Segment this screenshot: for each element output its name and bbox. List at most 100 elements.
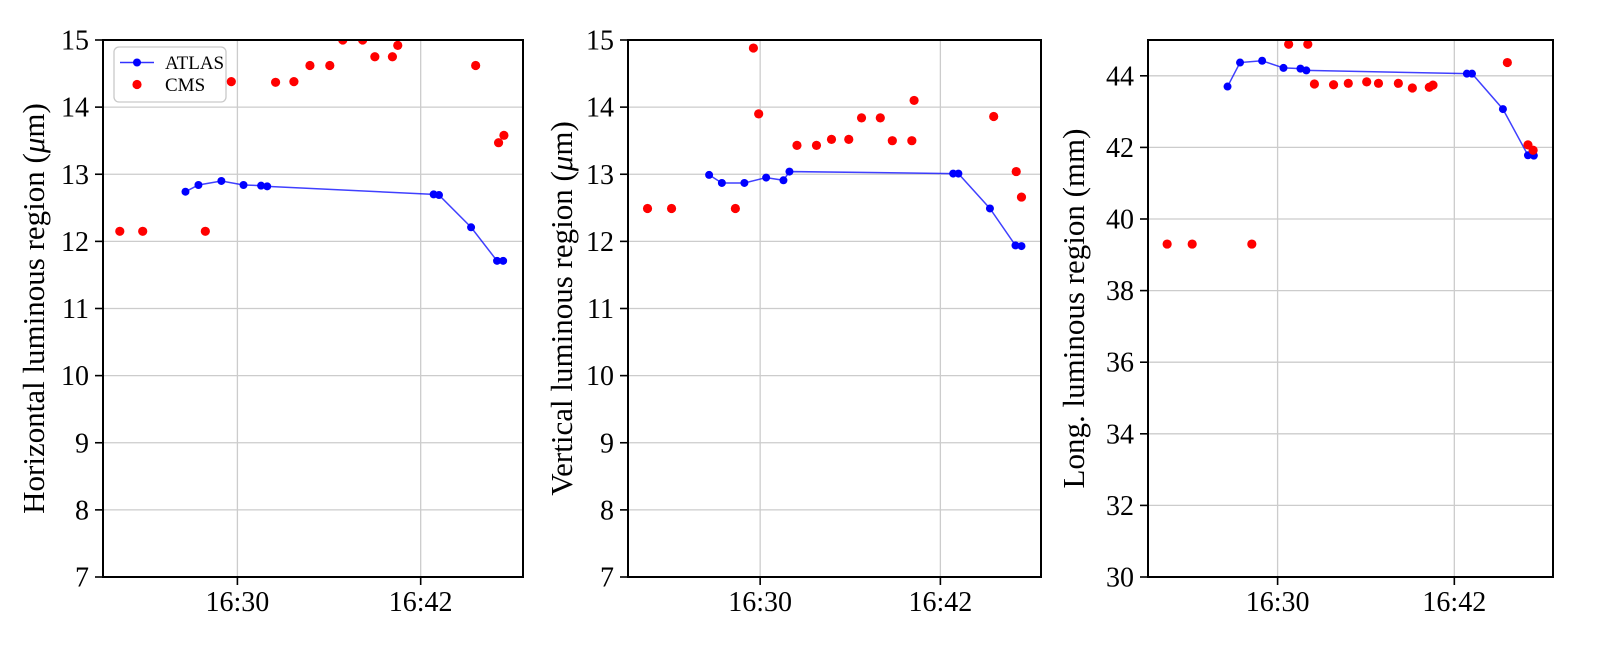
cms-point <box>875 113 885 123</box>
x-tick-label: 16:42 <box>908 587 972 618</box>
cms-point <box>499 130 509 140</box>
y-tick-label: 11 <box>62 294 89 325</box>
y-tick-label: 9 <box>600 428 614 459</box>
cms-point <box>844 134 854 144</box>
atlas-point <box>1498 105 1507 114</box>
y-tick-label: 40 <box>1106 205 1134 236</box>
cms-point <box>226 77 236 87</box>
cms-point <box>907 136 917 146</box>
cms-point <box>1303 40 1313 49</box>
y-axis-label: Vertical luminous region (μm) <box>544 121 579 496</box>
cms-point <box>909 95 919 106</box>
cms-point <box>1407 83 1417 93</box>
atlas-point <box>493 256 502 265</box>
atlas-point <box>985 204 994 213</box>
cms-point <box>115 226 125 236</box>
legend-cms-marker <box>132 79 142 90</box>
atlas-point <box>1468 69 1476 78</box>
y-tick-label: 14 <box>586 93 614 124</box>
cms-point <box>138 226 148 236</box>
y-tick-label: 34 <box>1106 419 1134 450</box>
cms-point <box>1428 80 1438 90</box>
atlas-point <box>1223 82 1232 91</box>
cms-point <box>270 77 281 87</box>
x-tick-label: 16:42 <box>1422 587 1486 618</box>
cms-point <box>887 136 897 146</box>
atlas-point <box>467 223 476 232</box>
x-tick-label: 16:30 <box>728 587 792 618</box>
atlas-point <box>740 178 749 187</box>
cms-point <box>1328 80 1339 90</box>
cms-point <box>1247 239 1257 249</box>
cms-point <box>730 203 740 214</box>
cms-point <box>811 140 822 150</box>
y-tick-label: 30 <box>1106 563 1134 594</box>
atlas-point <box>705 170 714 179</box>
cms-point <box>358 40 368 45</box>
legend-label: ATLAS <box>165 53 224 74</box>
atlas-line <box>1226 60 1534 157</box>
cms-point <box>1284 40 1294 49</box>
cms-point <box>387 52 398 62</box>
y-tick-label: 8 <box>600 495 614 526</box>
y-tick-label: 13 <box>61 160 89 191</box>
cms-point <box>338 40 348 45</box>
legend-label: CMS <box>165 75 205 96</box>
cms-point <box>642 203 653 214</box>
atlas-line <box>708 170 1022 247</box>
data-area <box>642 43 1027 251</box>
y-tick-label: 7 <box>600 563 614 594</box>
cms-point <box>1362 77 1372 87</box>
atlas-point <box>1279 63 1288 72</box>
cms-point <box>792 140 802 150</box>
atlas-point <box>239 180 248 189</box>
cms-point <box>856 113 867 123</box>
atlas-point <box>779 176 788 185</box>
y-tick-label: 15 <box>61 26 89 57</box>
atlas-point <box>181 187 190 196</box>
legend-atlas-marker <box>133 58 141 67</box>
cms-point <box>493 138 504 148</box>
atlas-point <box>263 182 272 191</box>
cms-point <box>1011 166 1021 177</box>
atlas-point <box>1017 242 1026 251</box>
cms-point <box>1162 239 1172 249</box>
y-axis-label: Long. luminous region (mm) <box>1056 129 1091 489</box>
panel-1: 7 8 9 10 11 12 13 14 15 16:30 16:42 Vertical lumino… <box>544 26 1042 618</box>
cms-point <box>1393 78 1403 88</box>
cms-point <box>305 60 315 71</box>
cms-point <box>1373 78 1384 88</box>
y-tick-label: 12 <box>586 227 614 258</box>
y-tick-label: 8 <box>75 495 89 526</box>
y-tick-label: 32 <box>1106 491 1134 522</box>
atlas-point <box>217 176 226 185</box>
cms-point <box>200 226 210 236</box>
atlas-point <box>1011 241 1020 250</box>
y-tick-label: 7 <box>75 563 89 594</box>
y-tick-label: 42 <box>1106 133 1134 164</box>
cms-point <box>370 52 380 62</box>
y-tick-label: 12 <box>61 227 89 258</box>
cms-point <box>325 60 335 71</box>
atlas-point <box>499 256 508 265</box>
y-axis-label: Horizontal luminous region (μm) <box>16 103 51 514</box>
atlas-point <box>785 167 794 176</box>
cms-point <box>393 40 403 50</box>
data-area <box>1162 40 1538 249</box>
atlas-point <box>762 173 771 182</box>
y-tick-label: 36 <box>1106 348 1134 379</box>
panel-2: 30 32 34 36 38 40 42 44 16:30 16:42 Long. luminous… <box>1056 39 1554 618</box>
atlas-point <box>1302 66 1311 75</box>
y-tick-label: 14 <box>61 93 89 124</box>
legend-box <box>113 46 227 103</box>
y-tick-label: 13 <box>586 160 614 191</box>
atlas-point <box>954 169 963 178</box>
y-tick-label: 11 <box>587 294 614 325</box>
x-tick-label: 16:30 <box>206 587 270 618</box>
panel-0: 7 8 9 10 11 12 13 14 15 16:30 16:42 Horizontal lumi… <box>16 26 524 618</box>
atlas-point <box>435 191 443 200</box>
y-tick-label: 10 <box>586 361 614 392</box>
